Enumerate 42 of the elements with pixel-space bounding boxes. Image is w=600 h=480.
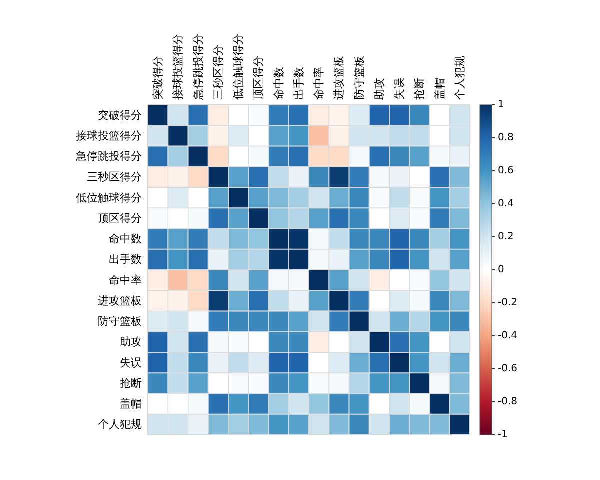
y-tick-label: 助攻 <box>120 336 142 349</box>
y-tick-label: 防守篮板 <box>98 315 142 328</box>
y-tick-label: 命中数 <box>109 232 142 246</box>
y-tick-label: 顶区得分 <box>98 212 142 225</box>
y-tick-label: 个人犯规 <box>98 418 142 432</box>
color-bar-label: 0.6 <box>498 166 514 176</box>
x-tick-label: 命中率 <box>312 67 326 100</box>
color-bar-label: 1 <box>498 100 504 110</box>
x-tick-label: 三秒区得分 <box>212 45 225 100</box>
x-tick-label: 出手数 <box>292 67 306 100</box>
y-tick-label: 盖帽 <box>120 398 142 411</box>
color-bar-label: -0.2 <box>498 298 518 308</box>
color-bar-label: 0 <box>498 264 504 276</box>
color-bar-label: 0.2 <box>498 232 514 242</box>
x-tick-label: 急停跳投得分 <box>192 34 205 101</box>
y-tick-label: 进攻篮板 <box>98 294 142 308</box>
x-tick-label: 个人犯规 <box>453 56 466 100</box>
x-tick-label: 接球投篮得分 <box>172 34 185 100</box>
y-tick-label: 急停跳投得分 <box>75 150 142 164</box>
x-tick-label: 抢断 <box>413 78 426 100</box>
y-tick-label: 命中率 <box>109 274 142 287</box>
y-tick-label: 失误 <box>120 356 142 370</box>
x-tick-label: 进攻篮板 <box>332 56 346 100</box>
x-tick-label: 命中数 <box>272 67 286 100</box>
x-tick-label: 防守篮板 <box>352 56 366 100</box>
x-tick-label: 助攻 <box>372 78 386 100</box>
x-tick-label: 顶区得分 <box>252 56 266 100</box>
x-tick-label: 盖帽 <box>433 78 446 100</box>
color-bar-label: -0.6 <box>498 364 518 374</box>
color-bar-label: -0.8 <box>498 396 518 408</box>
y-tick-label: 突破得分 <box>98 108 142 122</box>
color-bar-label: 0.4 <box>498 198 514 210</box>
y-tick-label: 低位触球得分 <box>76 191 142 204</box>
x-tick-label: 失误 <box>393 78 406 100</box>
y-tick-label: 三秒区得分 <box>87 170 142 184</box>
y-tick-label: 出手数 <box>109 253 142 266</box>
color-bar-label: 0.8 <box>498 132 514 144</box>
color-bar-label: -1 <box>498 430 508 440</box>
y-tick-label: 抢断 <box>120 376 142 390</box>
x-tick-label: 低位触球得分 <box>232 34 246 100</box>
color-bar-label: -0.4 <box>498 330 518 342</box>
y-tick-label: 接球投篮得分 <box>76 129 142 142</box>
